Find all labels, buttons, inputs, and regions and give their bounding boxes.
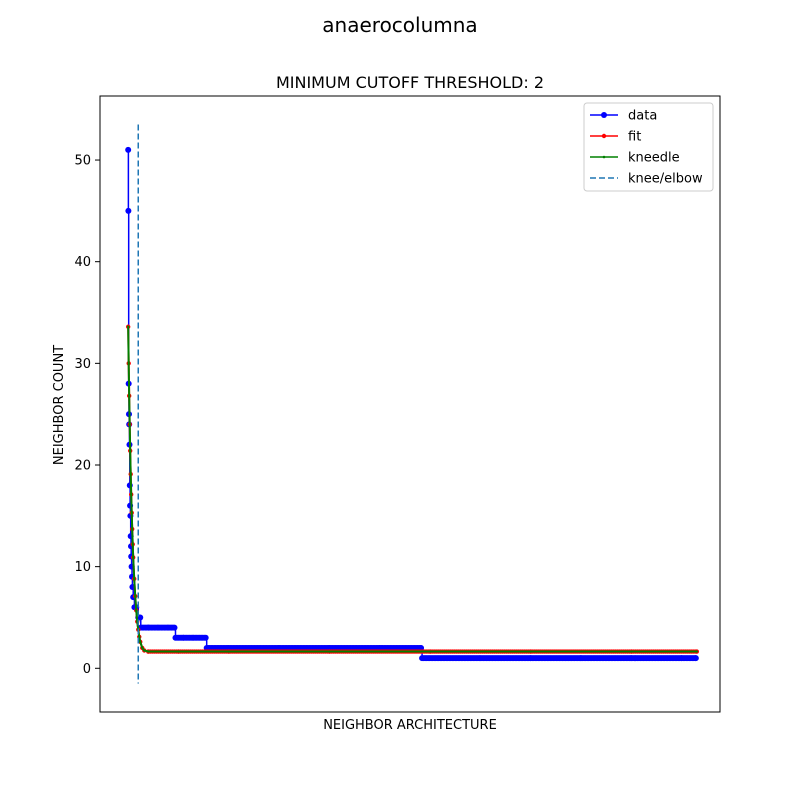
legend-label: kneedle: [628, 151, 680, 166]
kneedle-point: [630, 650, 633, 653]
kneedle-point: [128, 449, 132, 452]
legend: data fit kneedle knee/elbow: [583, 102, 714, 192]
legend-entry-knee-elbow: knee/elbow: [590, 172, 703, 187]
kneedle-point: [132, 556, 135, 559]
y-axis-label: NEIGHBOR COUNT: [52, 345, 67, 465]
kneedle-point: [133, 577, 136, 581]
data-point: [202, 634, 209, 641]
kneedle-point: [131, 543, 134, 546]
kneedle-point: [328, 650, 331, 653]
kneedle-point: [529, 650, 532, 653]
axes-frame: [99, 95, 721, 713]
series-kneedle-line: [127, 326, 697, 653]
kneedle-point: [143, 649, 146, 652]
y-tick-label: 20: [74, 458, 91, 473]
kneedle-point: [130, 511, 133, 514]
series-group: [125, 146, 700, 662]
legend-label: fit: [628, 130, 641, 145]
kneedle-point: [147, 650, 150, 653]
plot-area: 0 10 20 30 40 50: [74, 95, 721, 713]
kneedle-point: [138, 635, 141, 638]
y-tick-label: 0: [83, 662, 91, 677]
chart-title: MINIMUM CUTOFF THRESHOLD: 2: [276, 73, 544, 92]
legend-marker: [601, 112, 607, 118]
legend-entry-fit: fit: [590, 130, 641, 145]
data-point: [692, 655, 699, 662]
kneedle-point: [127, 394, 131, 398]
legend-entry-kneedle: kneedle: [590, 151, 680, 166]
legend-entry-data: data: [590, 109, 657, 124]
kneedle-point: [129, 472, 132, 476]
legend-label: knee/elbow: [628, 172, 703, 187]
kneedle-point: [177, 650, 180, 653]
y-tick-label: 10: [74, 560, 91, 575]
y-tick-label: 30: [74, 357, 91, 372]
y-tick-label: 40: [74, 255, 91, 270]
data-point: [125, 146, 132, 153]
kneedle-point: [227, 650, 231, 653]
kneedle-point: [428, 650, 432, 653]
y-tick-label: 50: [74, 154, 91, 169]
kneedle-point: [127, 362, 130, 365]
kneedle-point: [126, 325, 130, 328]
legend-label: data: [628, 109, 657, 124]
legend-frame: [583, 102, 714, 192]
kneedle-point: [131, 527, 134, 531]
kneedle-point: [139, 640, 142, 644]
kneedle-point: [141, 646, 144, 650]
x-axis-label: NEIGHBOR ARCHITECTURE: [323, 718, 497, 733]
legend-marker: [602, 155, 606, 159]
kneedle-point: [130, 493, 133, 496]
kneedle-point: [128, 423, 131, 426]
data-point: [171, 624, 178, 631]
data-point: [125, 207, 132, 214]
kneedle-point: [134, 594, 137, 598]
kneedle-point: [135, 609, 138, 612]
figure-suptitle: anaerocolumna: [322, 13, 477, 37]
legend-marker: [601, 133, 607, 139]
kneedle-point: [695, 650, 699, 653]
